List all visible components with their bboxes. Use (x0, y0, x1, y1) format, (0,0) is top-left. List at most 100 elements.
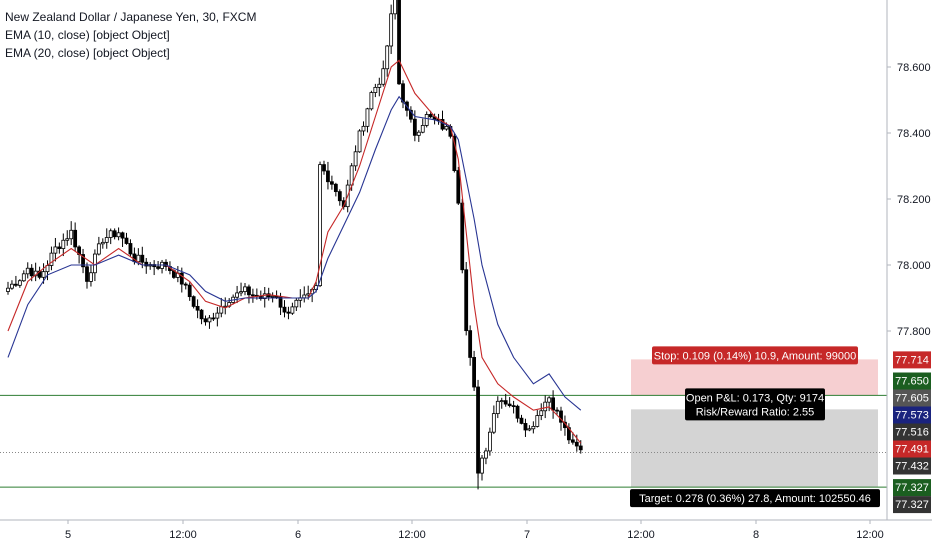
price-tags: 77.714 77.650 77.605 77.573 77.516 77.491 77.4… (893, 351, 931, 514)
candle-body (503, 400, 508, 405)
candle-body (491, 413, 496, 433)
candle-body (460, 202, 465, 271)
candle-body (104, 237, 109, 243)
position-labels: Stop: 0.109 (0.14%) 10.9, Amount: 99000 O… (630, 346, 880, 508)
candle-body (219, 306, 224, 314)
ema10-legend: EMA (10, close) [object Object] (5, 28, 170, 42)
candle-body (480, 457, 484, 474)
candle-body (555, 409, 559, 412)
candle-body (519, 417, 524, 424)
candle-body (385, 45, 390, 70)
candle-body (235, 292, 240, 298)
x-tick-label: 12:00 (398, 529, 426, 541)
candle-body (49, 252, 54, 266)
candle-body (73, 229, 78, 248)
candle-body (215, 312, 220, 319)
candle-body (302, 294, 307, 299)
x-tick-label: 12:00 (169, 529, 197, 541)
candle-body (329, 181, 334, 185)
candle-body (574, 441, 579, 447)
candle-body (515, 405, 520, 419)
candle-body (286, 311, 291, 314)
candle-body (69, 229, 74, 240)
candle-body (381, 68, 386, 85)
candle-body (17, 280, 22, 286)
candle-body (468, 330, 473, 358)
candle-body (464, 269, 469, 332)
candle-body (452, 135, 457, 171)
target-label-bg (630, 489, 880, 508)
x-tick-label: 8 (753, 529, 759, 541)
chart-legend: New Zealand Dollar / Japanese Yen, 30, F… (5, 8, 256, 62)
candle-body (29, 267, 34, 277)
candle-body (278, 296, 283, 308)
price-tag: 77.327 (895, 482, 929, 494)
candle-body (322, 164, 326, 172)
pnl-label: Open P&L: 0.173, Qty: 9174 (686, 392, 824, 404)
x-tick-label: 12:00 (627, 529, 655, 541)
candle-body (456, 170, 461, 204)
stop-label: Stop: 0.109 (0.14%) 10.9, Amount: 99000 (654, 350, 856, 362)
y-tick-label: 78.200 (897, 194, 931, 206)
price-tag: 77.573 (895, 410, 929, 422)
candle-body (412, 118, 417, 136)
candle-body (120, 232, 125, 239)
candle-body (199, 309, 204, 320)
price-tag-bg (893, 406, 931, 424)
candle-body (559, 410, 563, 423)
x-tick-label: 6 (295, 529, 301, 541)
candle-body (112, 230, 117, 238)
candle-body (108, 230, 113, 238)
candle-body (539, 410, 544, 416)
x-tick-label: 12:00 (856, 529, 884, 541)
price-tag-bg (893, 423, 931, 441)
candle-body (408, 109, 413, 120)
candle-body (10, 283, 14, 289)
candle-body (25, 267, 30, 275)
candle-body (337, 191, 342, 202)
price-tag-bg (893, 372, 931, 390)
candle-body (247, 286, 251, 296)
candle-body (369, 92, 374, 110)
price-tag: 77.432 (895, 461, 929, 473)
price-tag-bg (893, 351, 931, 369)
candle-body (144, 261, 149, 267)
ema-lines (7, 59, 582, 444)
candle-body (96, 243, 101, 255)
candle-body (183, 283, 188, 286)
stop-label-bg (652, 346, 858, 365)
candle-body (397, 0, 401, 85)
price-tag-bg (893, 440, 931, 458)
symbol-title: New Zealand Dollar / Japanese Yen, 30, F… (5, 10, 257, 24)
candle-body (357, 130, 362, 153)
candle-body (239, 291, 243, 294)
candles (6, 0, 583, 490)
candle-body (507, 403, 512, 407)
candle-body (85, 266, 89, 282)
price-tag-bg (893, 389, 931, 407)
candle-body (270, 295, 275, 298)
candle-body (393, 0, 398, 15)
x-tick-label: 7 (524, 529, 530, 541)
candle-body (203, 318, 208, 323)
candle-body (578, 445, 583, 451)
candle-body (100, 241, 105, 245)
candle-body (377, 83, 382, 88)
candle-body (81, 254, 85, 268)
candle-body (428, 114, 433, 118)
y-tick-label: 77.800 (897, 326, 931, 338)
candle-body (495, 400, 500, 415)
candle-body (551, 397, 555, 411)
candle-body (128, 243, 133, 255)
candle-body (373, 86, 378, 93)
candle-body (424, 114, 429, 126)
price-tag: 77.516 (895, 427, 929, 439)
price-tag: 77.714 (895, 354, 929, 366)
candle-body (333, 183, 338, 193)
candle-body (41, 271, 46, 278)
candle-body (13, 283, 18, 286)
candle-body (326, 170, 330, 183)
candle-body (191, 296, 196, 307)
candle-body (211, 317, 216, 320)
